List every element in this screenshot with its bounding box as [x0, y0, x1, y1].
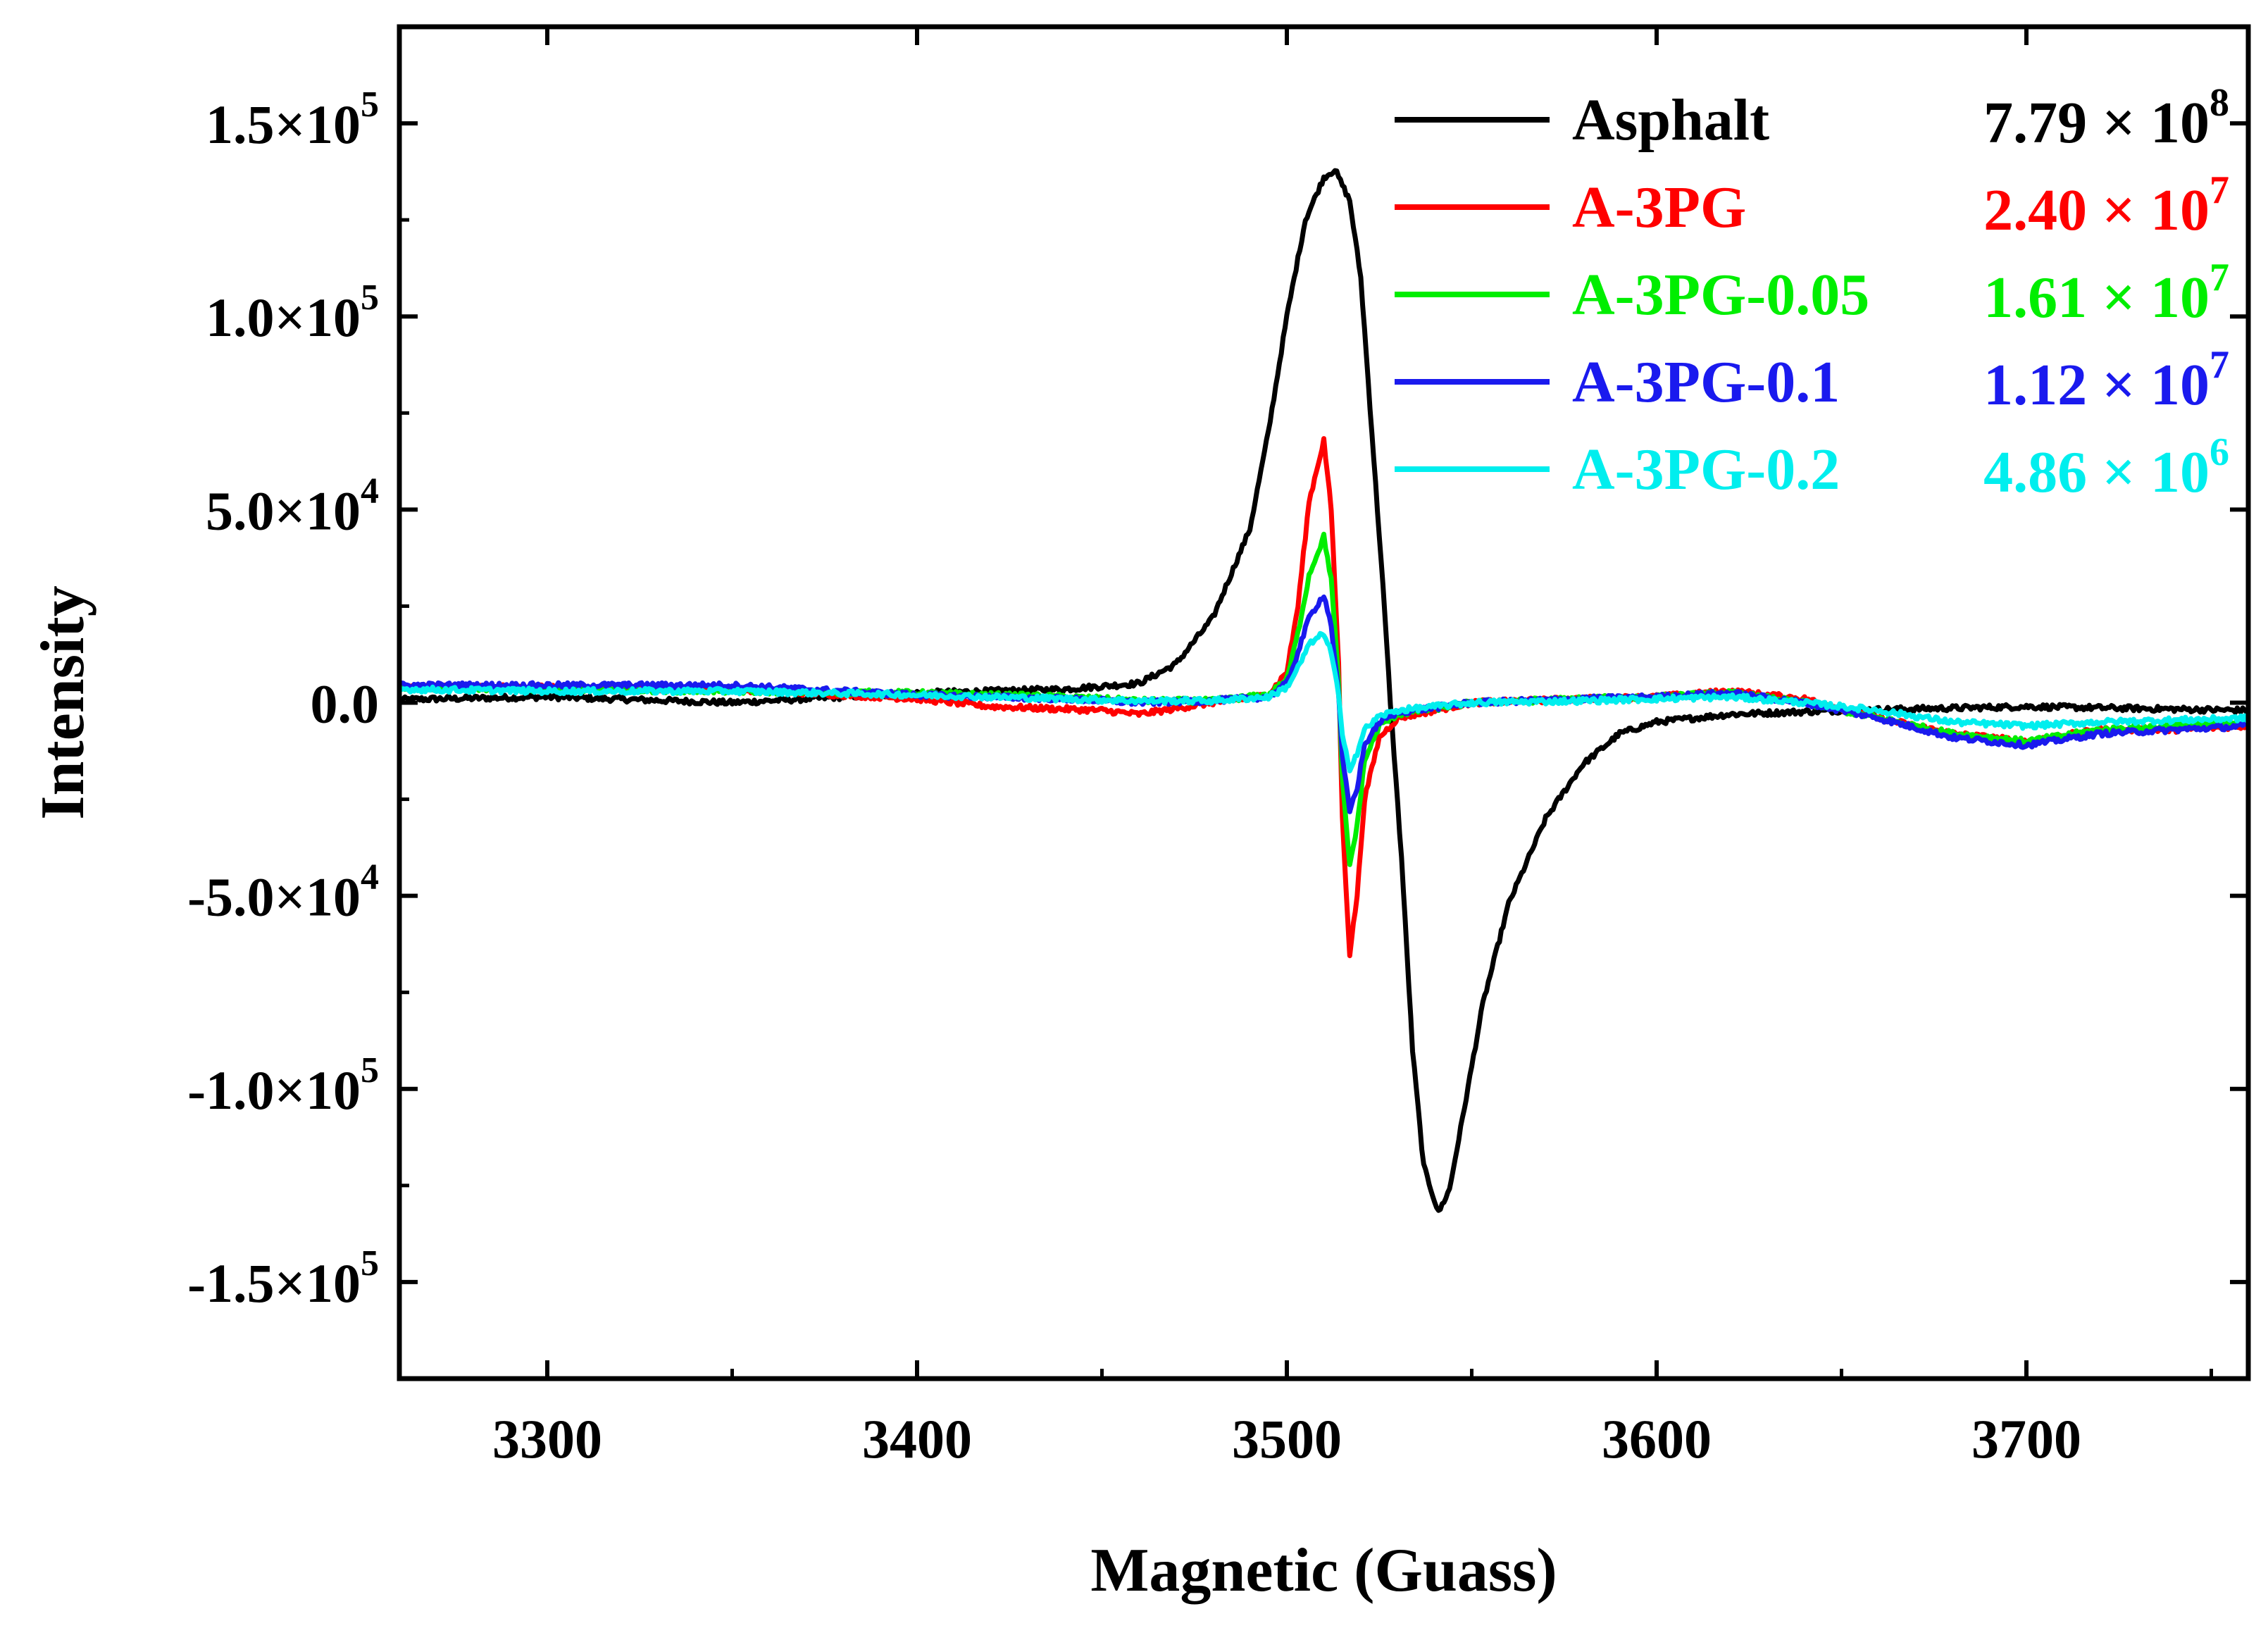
series-layer [397, 168, 2250, 1213]
y-tick-exponent: 5 [361, 1050, 379, 1090]
legend-value-3: 1.12 × 107 [1983, 343, 2229, 418]
y-tick-label: -1.5×105 [187, 1243, 379, 1314]
axis-layer: 3300 3400 3500 3600 37001.5×1051.0×1055.0×10… [187, 25, 2248, 1469]
legend-value-exponent: 6 [2210, 430, 2229, 474]
y-axis-title: Intensity [29, 585, 97, 820]
legend-value-2: 1.61 × 107 [1983, 256, 2229, 330]
y-tick-exponent: 5 [361, 1243, 379, 1284]
y-tick-label: -1.0×105 [187, 1050, 379, 1121]
x-tick-label: 3600 [1602, 1408, 1712, 1469]
series-line-4 [397, 630, 2250, 773]
legend-label-0: Asphalt [1572, 87, 1769, 153]
legend-value-mantissa: 1.12 × 10 [1983, 352, 2210, 418]
x-tick-label: 3400 [862, 1408, 972, 1469]
y-tick-label: 1.5×105 [206, 85, 379, 155]
series-line-3 [397, 594, 2250, 814]
legend-value-mantissa: 2.40 × 10 [1983, 178, 2210, 243]
legend-value-exponent: 7 [2210, 256, 2229, 299]
y-tick-mantissa: -1.0×10 [187, 1060, 361, 1121]
legend-label-3: A-3PG-0.1 [1572, 349, 1840, 415]
x-tick-label: 3500 [1232, 1408, 1342, 1469]
y-tick-exponent: 5 [361, 85, 379, 125]
y-tick-label: 5.0×104 [206, 471, 379, 541]
x-tick-label: 3700 [1971, 1408, 2081, 1469]
legend-value-mantissa: 4.86 × 10 [1983, 440, 2210, 505]
y-tick-mantissa: 1.5×10 [206, 94, 361, 155]
y-tick-exponent: 4 [361, 471, 379, 511]
legend-value-exponent: 8 [2210, 81, 2229, 125]
y-tick-label: 1.0×105 [206, 278, 379, 348]
legend-value-exponent: 7 [2210, 168, 2229, 212]
y-tick-label: -5.0×104 [187, 857, 379, 928]
legend-value-4: 4.86 × 106 [1983, 430, 2229, 505]
y-tick-exponent: 5 [361, 278, 379, 318]
legend-label-2: A-3PG-0.05 [1572, 262, 1869, 328]
legend-value-mantissa: 7.79 × 10 [1983, 90, 2210, 156]
legend-value-exponent: 7 [2210, 343, 2229, 387]
y-tick-mantissa: -5.0×10 [187, 866, 361, 928]
legend-value-mantissa: 1.61 × 10 [1983, 265, 2210, 330]
y-tick-exponent: 4 [361, 857, 379, 897]
y-tick-mantissa: -1.5×10 [187, 1253, 361, 1314]
series-line-0 [397, 168, 2250, 1213]
x-tick-label: 3300 [492, 1408, 602, 1469]
legend-value-0: 7.79 × 108 [1983, 81, 2229, 156]
y-tick-label: 0.0 [311, 673, 380, 735]
y-tick-mantissa: 0.0 [311, 673, 380, 735]
y-tick-mantissa: 5.0×10 [206, 480, 361, 541]
y-tick-mantissa: 1.0×10 [206, 287, 361, 348]
x-axis-title: Magnetic (Guass) [1090, 1536, 1557, 1605]
legend-value-1: 2.40 × 107 [1983, 168, 2229, 243]
legend-label-1: A-3PG [1572, 175, 1746, 240]
legend-label-4: A-3PG-0.2 [1572, 437, 1840, 502]
